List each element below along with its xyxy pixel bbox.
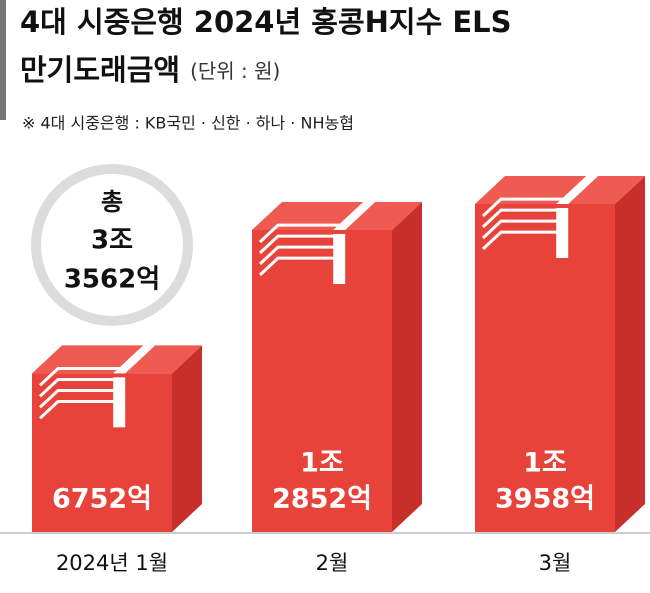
bill-band [333,201,376,230]
bill-band [113,345,156,374]
bill-band [556,207,569,258]
bar-side [172,345,202,532]
bill-stripe [258,223,341,244]
total-label: 3562억 [64,265,160,295]
bar-top [475,175,645,204]
bill-band [113,377,126,428]
bill-stripe [481,219,564,240]
bar-top [32,345,202,374]
bill-band [556,175,599,204]
x-tick-label: 2월 [316,551,349,575]
chart-title: 만기도래금액 (단위 : 원) [20,53,280,87]
bar-side [392,201,422,532]
value-label: 1조 [300,448,344,479]
value-label: 3958억 [495,484,595,515]
accent-bar [0,0,6,120]
value-label: 1조 [523,448,567,479]
chart-title: 만기도래금액 [20,53,180,87]
x-tick-label: 2024년 1월 [56,551,168,575]
bill-stripe [38,389,121,409]
bar [252,229,392,532]
bar [32,373,172,532]
bar-top [252,201,422,230]
bill-stripe [258,245,341,266]
total-ring [31,164,193,326]
bill-stripe [38,400,121,420]
value-label: 6752억 [52,484,152,515]
x-tick-label: 3월 [539,551,572,575]
total-label: 3조 [91,226,133,256]
value-label: 2852억 [272,484,372,515]
bill-stripe [258,256,341,277]
bill-stripe [38,367,121,387]
total-label: 총 [101,188,123,216]
bill-stripe [481,197,564,218]
bar-side [615,175,645,532]
unit: (단위 : 원) [190,59,280,83]
chart-title: 4대 시중은행 2024년 홍콩H지수 ELS [20,5,512,39]
bill-stripe [38,378,121,398]
note: ※ 4대 시중은행 : KB국민 · 신한 · 하나 · NH농협 [22,114,354,133]
bill-band [333,233,346,284]
bill-stripe [481,208,564,229]
bar [475,203,615,532]
bill-stripe [258,234,341,255]
bill-stripe [481,230,564,251]
